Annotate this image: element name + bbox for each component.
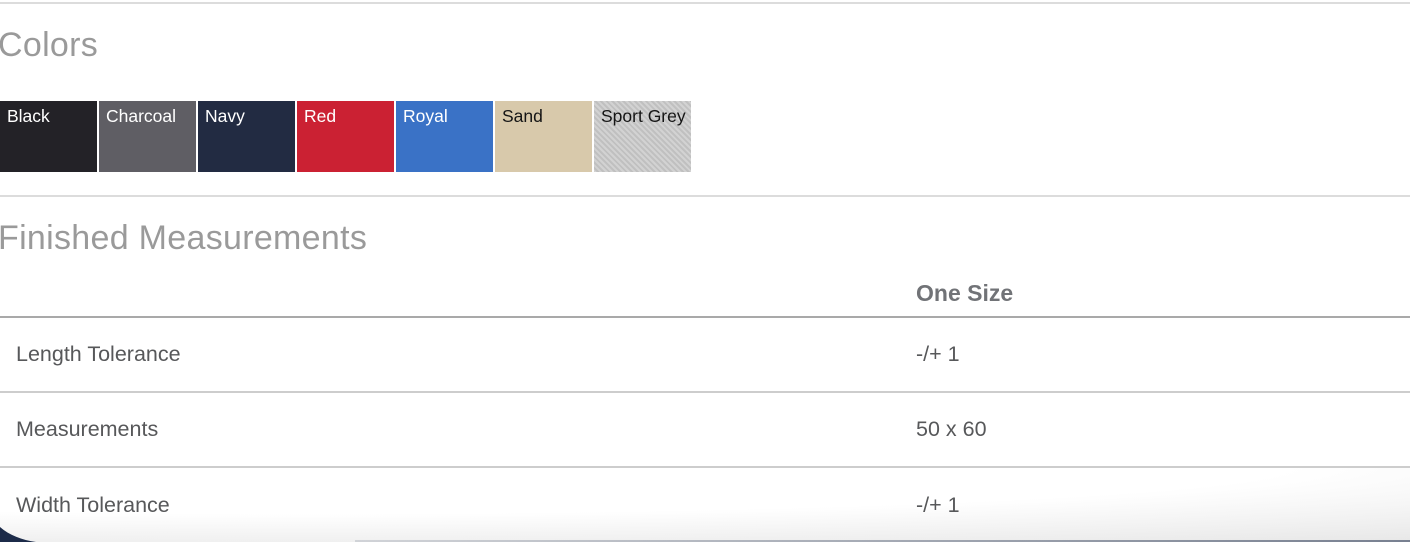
color-swatch-charcoal[interactable]: Charcoal — [99, 101, 196, 172]
color-swatch-label: Sand — [502, 106, 543, 126]
row-value: 50 x 60 — [916, 417, 987, 441]
color-swatch-sand[interactable]: Sand — [495, 101, 592, 172]
row-value: -/+ 1 — [916, 342, 960, 366]
top-divider — [0, 2, 1410, 4]
row-label: Length Tolerance — [16, 342, 181, 366]
section-divider — [0, 195, 1410, 197]
color-swatch-label: Sport Grey — [601, 106, 686, 126]
color-swatch-label: Black — [7, 106, 50, 126]
color-swatch-royal[interactable]: Royal — [396, 101, 493, 172]
color-swatch-label: Navy — [205, 106, 245, 126]
finished-measurements-heading: Finished Measurements — [0, 219, 368, 257]
table-row: Measurements 50 x 60 — [0, 393, 1410, 468]
color-swatch-label: Red — [304, 106, 337, 126]
table-row: Length Tolerance -/+ 1 — [0, 318, 1410, 393]
measurements-table: One Size Length Tolerance -/+ 1 Measurem… — [0, 270, 1410, 542]
color-swatch-navy[interactable]: Navy — [198, 101, 295, 172]
color-swatch-red[interactable]: Red — [297, 101, 394, 172]
row-value: -/+ 1 — [916, 493, 960, 517]
colors-heading: Colors — [0, 26, 99, 64]
color-swatch-list: Black Charcoal Navy Red Royal Sand Sport… — [0, 101, 691, 172]
table-row: Width Tolerance -/+ 1 — [0, 468, 1410, 542]
color-swatch-label: Royal — [403, 106, 448, 126]
color-swatch-sport-grey[interactable]: Sport Grey — [594, 101, 691, 172]
color-swatch-label: Charcoal — [106, 106, 177, 126]
color-swatch-black[interactable]: Black — [0, 101, 97, 172]
row-label: Measurements — [16, 417, 159, 441]
row-label: Width Tolerance — [16, 493, 170, 517]
size-column-header: One Size — [916, 279, 1014, 306]
measurements-table-header-row: One Size — [0, 270, 1410, 318]
